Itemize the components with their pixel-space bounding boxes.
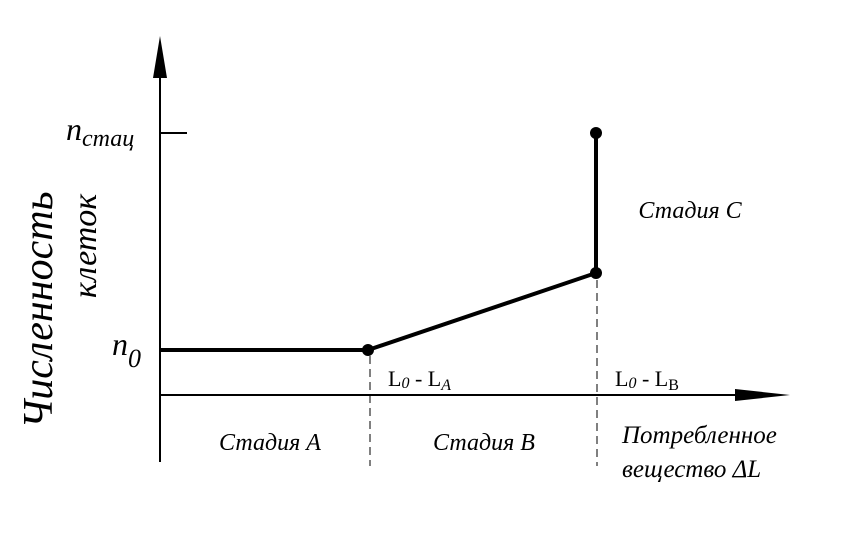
- stage-label: Стадия C: [638, 198, 742, 224]
- boundary-label: L0 - LB: [615, 366, 679, 394]
- symbol: n: [66, 111, 82, 147]
- x-axis-label: Потребленное: [621, 422, 777, 449]
- subscript: 0: [128, 344, 141, 373]
- subscript: 0: [628, 375, 636, 392]
- y-axis-label: Численность: [16, 191, 62, 428]
- subscript: 0: [401, 375, 409, 392]
- symbol: L: [615, 366, 628, 391]
- point: [590, 267, 602, 279]
- symbol: L: [388, 366, 401, 391]
- point: [590, 127, 602, 139]
- point: [362, 344, 374, 356]
- subscript: стац: [82, 126, 134, 152]
- y-axis-label: клеток: [67, 193, 104, 298]
- symbol: - L: [636, 366, 668, 391]
- stage-label: Стадия A: [219, 430, 321, 456]
- level-label: nстац: [66, 111, 134, 152]
- subscript: A: [440, 377, 451, 394]
- y-arrow: [153, 36, 167, 78]
- subscript: B: [668, 377, 679, 394]
- level-label: n0: [112, 326, 141, 373]
- boundary-label: L0 - LA: [388, 366, 451, 394]
- x-axis-label: вещество ΔL: [622, 456, 761, 483]
- growth-curve: [160, 133, 598, 352]
- stage-label: Стадия B: [433, 430, 535, 456]
- symbol: - L: [409, 366, 441, 391]
- x-arrow: [735, 389, 790, 401]
- symbol: n: [112, 326, 128, 362]
